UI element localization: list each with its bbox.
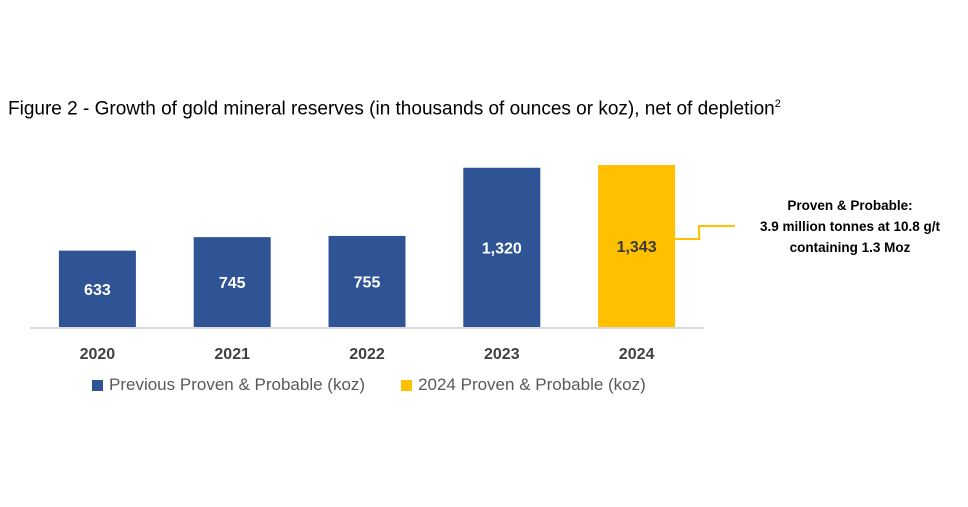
bar-2022 <box>328 235 406 327</box>
legend-label-previous: Previous Proven & Probable (koz) <box>109 375 366 394</box>
data-label-2020: 633 <box>84 282 111 299</box>
legend-swatch-previous <box>92 379 103 391</box>
bar-2021 <box>193 237 271 327</box>
bar-2024 <box>598 165 676 327</box>
callout-line-2: 3.9 million tonnes at 10.8 g/t <box>759 219 941 234</box>
x-tick-2020: 2020 <box>80 346 116 363</box>
chart-title-text: Figure 2 - Growth of gold mineral reserv… <box>8 98 775 120</box>
callout-line-1: Proven & Probable: <box>787 198 913 213</box>
callout-box: Proven & Probable: 3.9 million tonnes at… <box>732 195 968 258</box>
x-tick-2023: 2023 <box>484 346 520 363</box>
legend-item-previous: Previous Proven & Probable (koz) <box>92 375 365 395</box>
legend-swatch-2024 <box>401 379 413 391</box>
data-label-2021: 745 <box>219 275 246 292</box>
data-label-2022: 755 <box>354 274 381 291</box>
x-tick-2022: 2022 <box>349 346 385 363</box>
title-footnote: 2 <box>774 98 781 110</box>
legend-item-2024: 2024 Proven & Probable (koz) <box>401 375 646 395</box>
data-label-2023: 1,320 <box>482 240 522 257</box>
data-label-2024: 1,343 <box>617 239 657 256</box>
x-tick-2021: 2021 <box>214 346 250 363</box>
callout-line-3: containing 1.3 Moz <box>789 240 911 255</box>
legend: Previous Proven & Probable (koz) 2024 Pr… <box>92 375 682 395</box>
bar-2023 <box>463 167 541 327</box>
chart-title: Figure 2 - Growth of gold mineral reserv… <box>8 98 781 120</box>
x-tick-2024: 2024 <box>619 346 655 363</box>
legend-label-2024: 2024 Proven & Probable (koz) <box>418 375 646 394</box>
bar-2020 <box>58 250 136 327</box>
callout-connector <box>675 225 735 240</box>
